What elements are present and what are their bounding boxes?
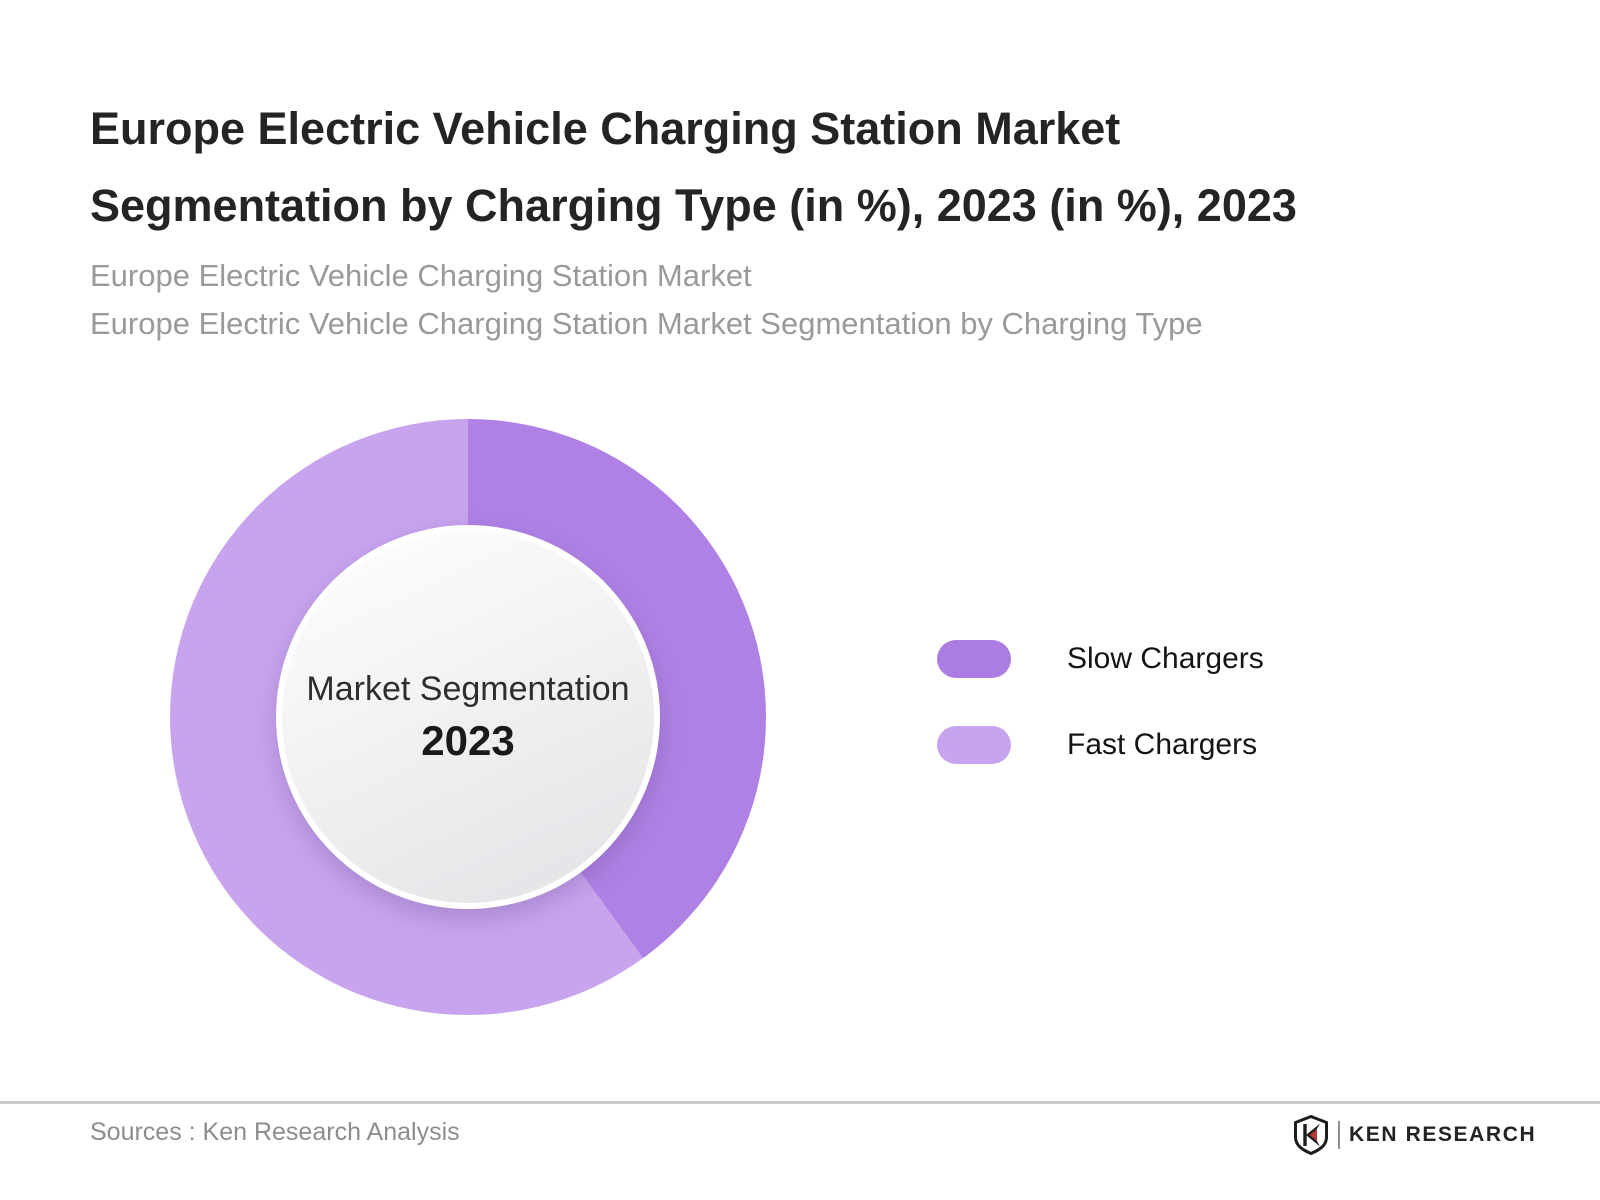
donut-chart-center-disc: Market Segmentation 2023 [282,531,654,903]
donut-center-year: 2023 [421,716,515,764]
legend-item-slow-chargers: Slow Chargers [937,640,1264,678]
legend-label-slow-chargers: Slow Chargers [1067,642,1264,675]
donut-chart-hole: Market Segmentation 2023 [276,525,660,909]
chart-legend: Slow Chargers Fast Chargers [937,640,1264,764]
source-note: Sources : Ken Research Analysis [90,1118,460,1146]
legend-swatch-slow-chargers [937,640,1011,678]
legend-label-fast-chargers: Fast Chargers [1067,728,1258,761]
chart-subtitle: Europe Electric Vehicle Charging Station… [90,252,1530,348]
logo-divider-bar [1338,1121,1340,1149]
chart-title-line-2: Segmentation by Charging Type (in %), 20… [90,180,1297,232]
logo-wordmark: KEN RESEARCH [1349,1123,1537,1146]
footer-divider [0,1101,1600,1104]
legend-item-fast-chargers: Fast Chargers [937,726,1264,764]
chart-title: Europe Electric Vehicle Charging Station… [90,90,1510,244]
donut-chart-ring: Market Segmentation 2023 [170,419,766,1015]
chart-subtitle-line-1: Europe Electric Vehicle Charging Station… [90,258,752,293]
legend-swatch-fast-chargers [937,726,1011,764]
chart-subtitle-line-2: Europe Electric Vehicle Charging Station… [90,306,1203,341]
ken-research-shield-k-icon [1294,1115,1328,1155]
donut-center-label: Market Segmentation [306,669,630,708]
ken-research-logo: KEN RESEARCH [1293,1112,1536,1158]
chart-title-line-1: Europe Electric Vehicle Charging Station… [90,103,1121,155]
